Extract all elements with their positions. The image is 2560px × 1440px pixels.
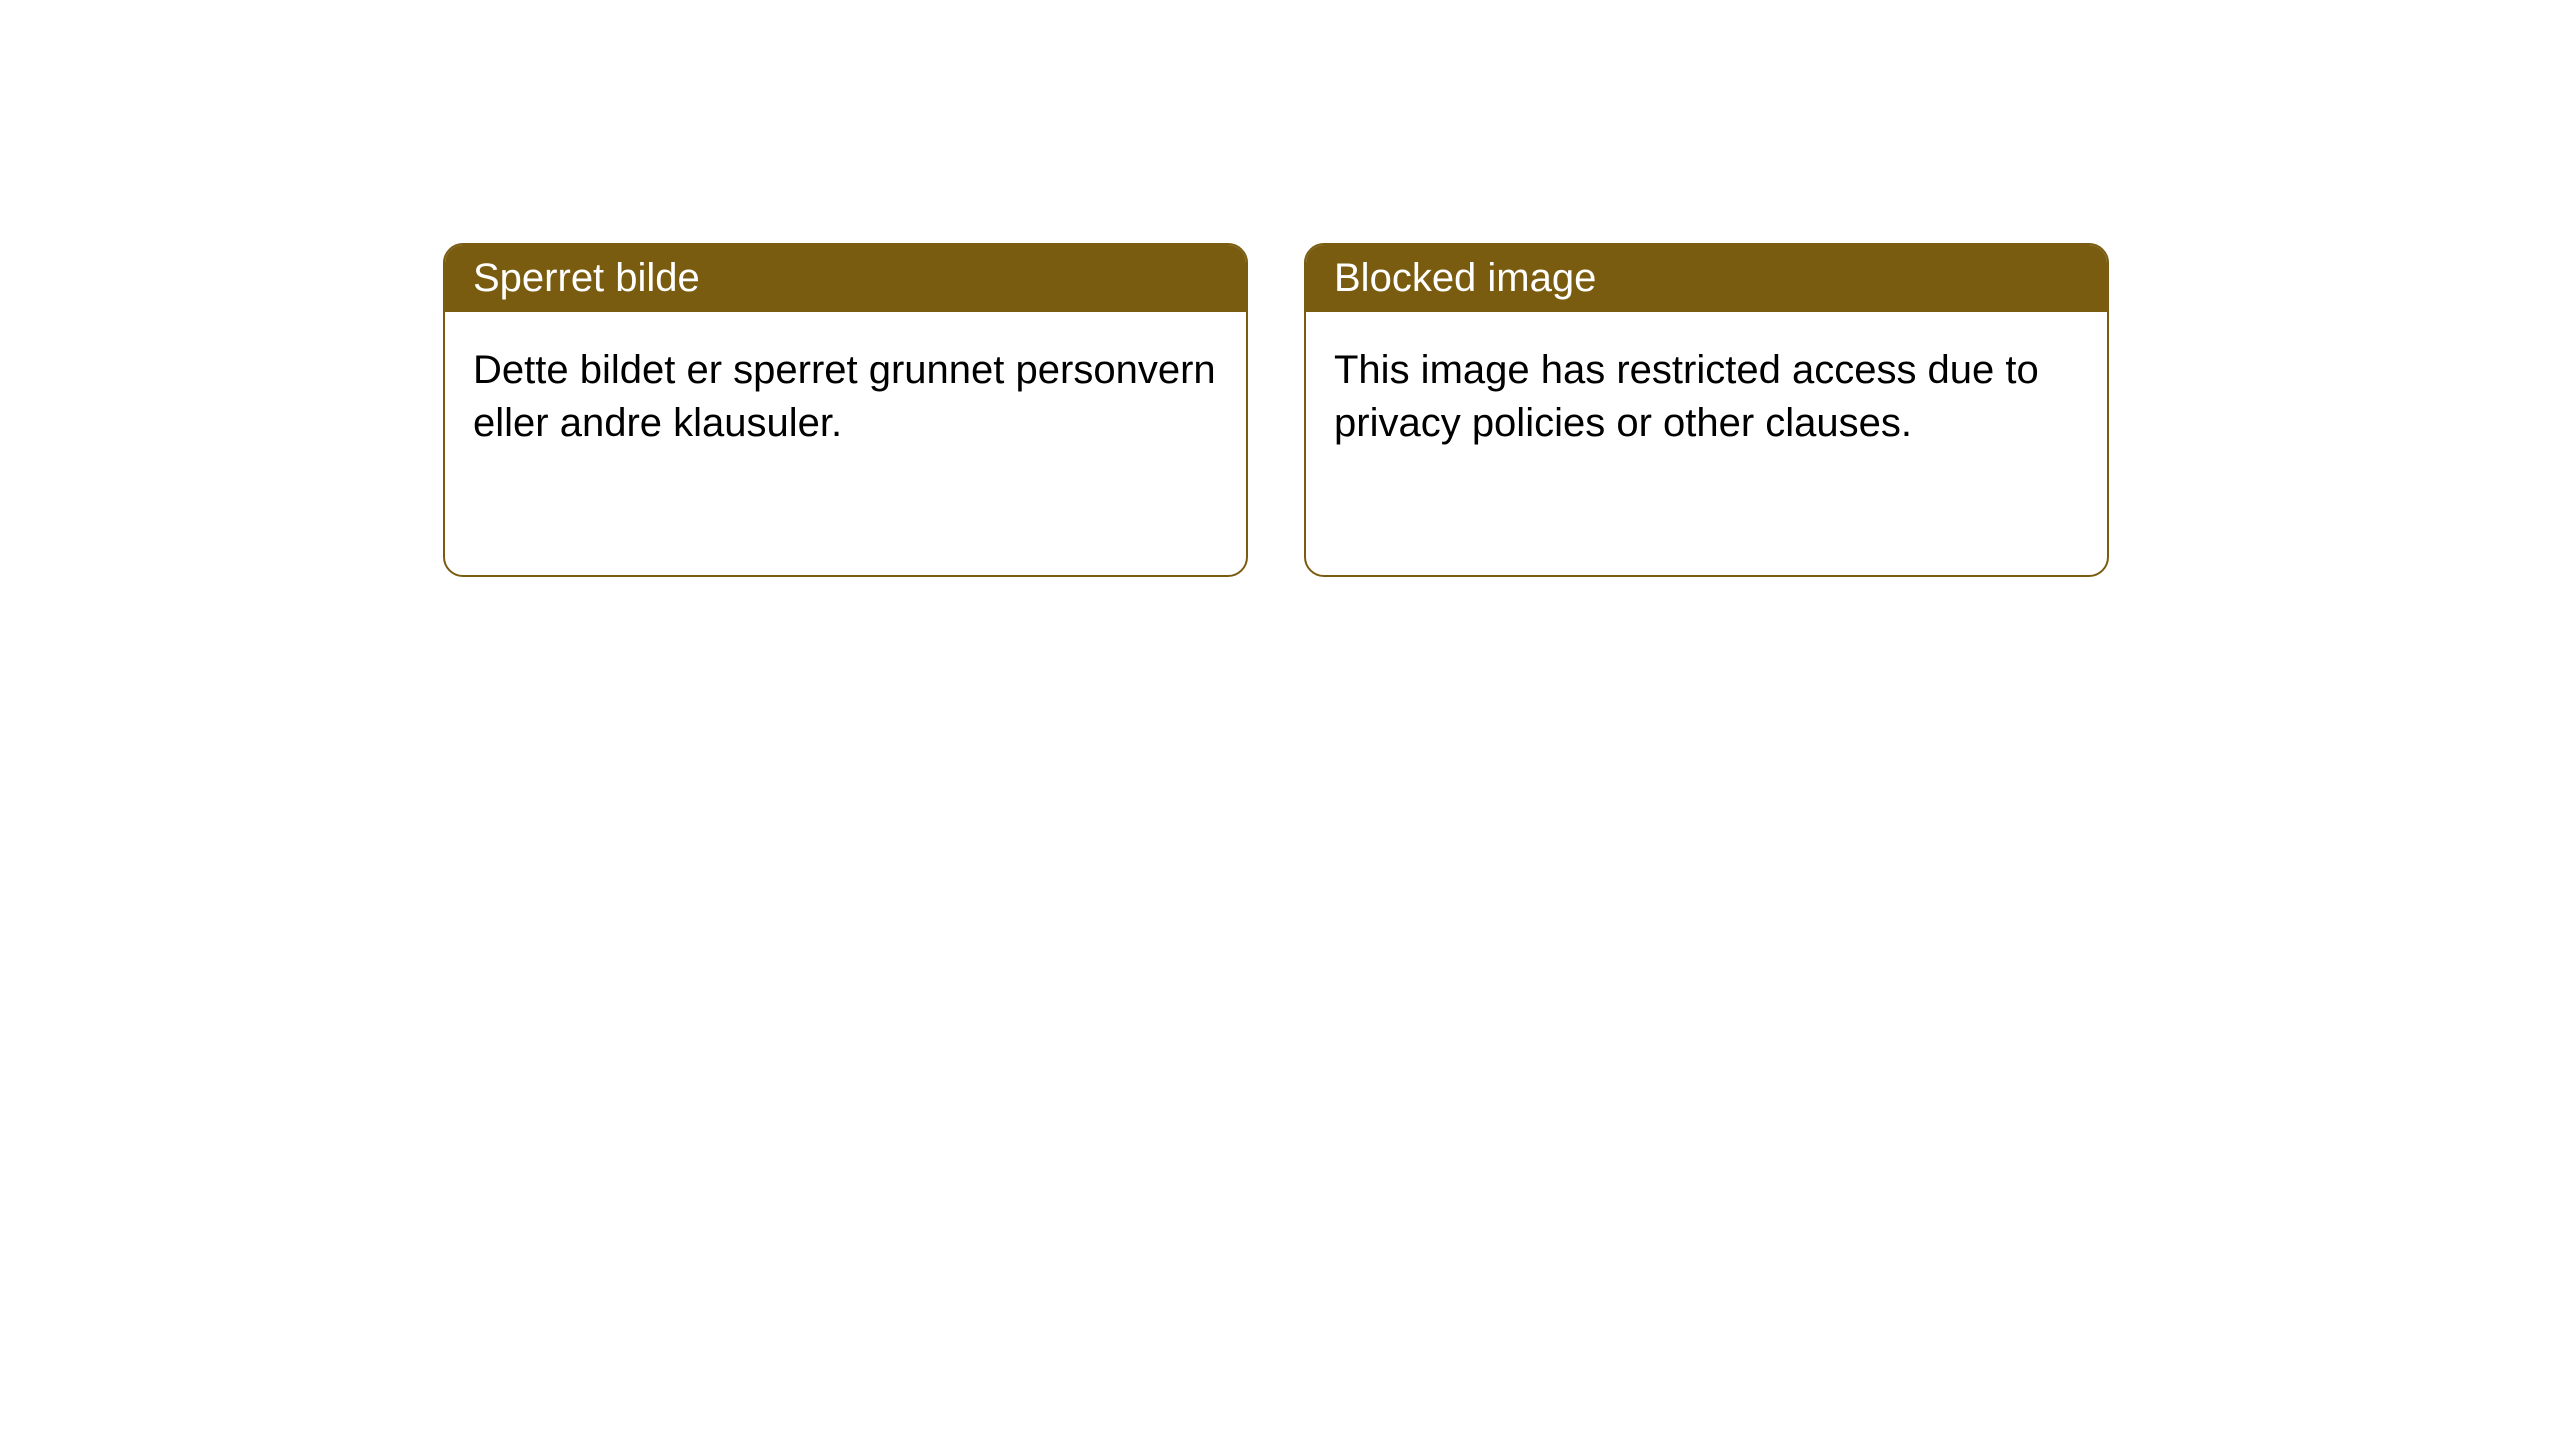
notice-card-english: Blocked image This image has restricted … xyxy=(1304,243,2109,577)
card-header: Blocked image xyxy=(1306,245,2107,312)
card-title: Blocked image xyxy=(1334,256,1596,300)
notice-cards-container: Sperret bilde Dette bildet er sperret gr… xyxy=(443,243,2109,577)
card-message: Dette bildet er sperret grunnet personve… xyxy=(473,348,1216,445)
notice-card-norwegian: Sperret bilde Dette bildet er sperret gr… xyxy=(443,243,1248,577)
card-body: This image has restricted access due to … xyxy=(1306,312,2107,482)
card-body: Dette bildet er sperret grunnet personve… xyxy=(445,312,1246,482)
card-header: Sperret bilde xyxy=(445,245,1246,312)
card-title: Sperret bilde xyxy=(473,256,700,300)
card-message: This image has restricted access due to … xyxy=(1334,348,2039,445)
